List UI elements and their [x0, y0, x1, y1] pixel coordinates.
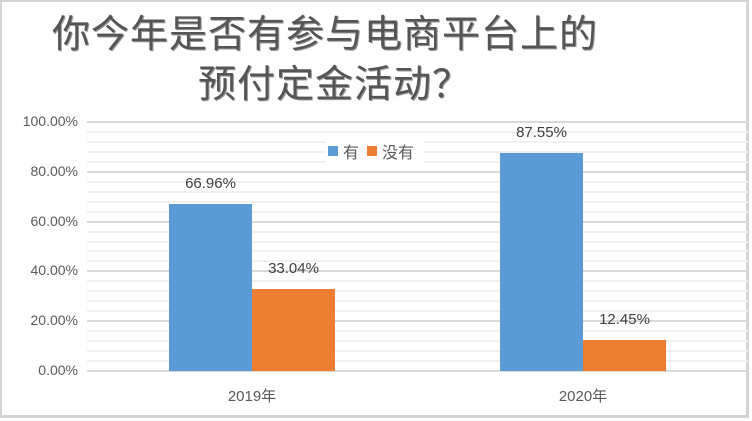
major-gridline — [87, 220, 748, 223]
major-gridline — [87, 170, 748, 173]
minor-gridline — [87, 230, 748, 233]
y-tick-label: 40.00% — [30, 262, 78, 279]
chart-title-line-1: 你今年是否有参与电商平台上的 — [52, 12, 599, 56]
data-label: 66.96% — [185, 175, 236, 193]
bar-yes-0 — [169, 204, 252, 371]
minor-gridline — [87, 250, 748, 253]
minor-gridline — [87, 280, 748, 283]
major-gridline — [87, 270, 748, 273]
y-tick-label: 80.00% — [30, 162, 78, 179]
minor-gridline — [87, 290, 748, 293]
minor-gridline — [87, 310, 748, 313]
legend-item-no: 没有 — [367, 139, 414, 163]
minor-gridline — [87, 210, 748, 213]
x-category-label: 2019年 — [227, 388, 277, 405]
y-tick-label: 100.00% — [22, 113, 78, 129]
major-gridline — [87, 320, 748, 323]
bar-yes-1 — [500, 153, 583, 371]
legend-swatch-yes — [328, 146, 338, 156]
minor-gridline — [87, 340, 748, 343]
chart-title-line-2: 预付定金活动？ — [198, 62, 472, 106]
major-gridline — [87, 121, 748, 123]
bar-no-1 — [583, 339, 666, 371]
minor-gridline — [87, 360, 748, 363]
minor-gridline — [87, 260, 748, 263]
minor-gridline — [87, 180, 748, 183]
minor-gridline — [87, 330, 748, 333]
legend-swatch-no — [367, 146, 378, 156]
legend: 有 没有 — [326, 139, 425, 163]
data-label: 12.45% — [599, 310, 650, 328]
minor-gridline — [87, 350, 748, 353]
minor-gridline — [87, 200, 748, 203]
minor-gridline — [87, 240, 748, 243]
x-category-label: 2020年 — [558, 388, 608, 405]
minor-gridline — [87, 130, 748, 133]
data-label: 87.55% — [516, 124, 567, 141]
legend-label-no: 没有 — [382, 143, 415, 162]
major-gridline — [87, 370, 748, 372]
bar-no-0 — [252, 288, 335, 371]
minor-gridline — [87, 190, 748, 193]
y-tick-label: 60.00% — [30, 212, 78, 229]
y-tick-label: 20.00% — [30, 312, 78, 329]
legend-label-yes: 有 — [343, 143, 360, 162]
legend-item-yes: 有 — [328, 139, 359, 163]
data-label: 33.04% — [268, 259, 319, 277]
y-tick-label: 0.00% — [38, 362, 78, 378]
minor-gridline — [87, 300, 748, 303]
